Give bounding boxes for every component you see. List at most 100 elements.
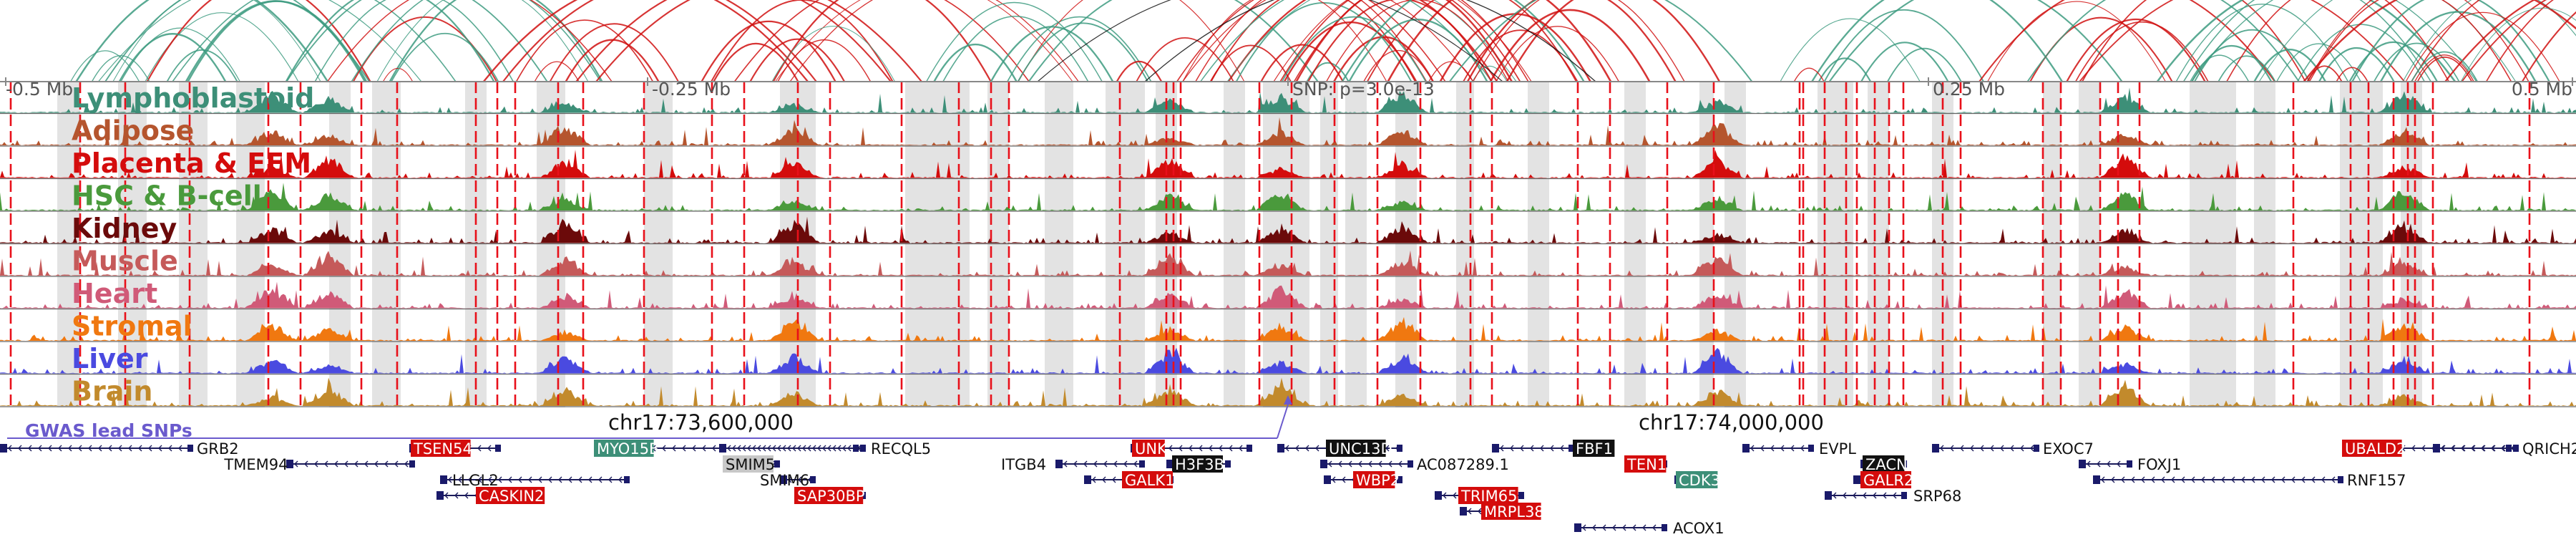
interaction-arc	[1260, 44, 1344, 82]
gene-label: AC087289.1	[1417, 456, 1509, 473]
interaction-arc	[789, 0, 1079, 82]
interaction-arc	[713, 42, 799, 82]
interaction-arc	[389, 0, 603, 82]
interaction-arc	[2318, 47, 2395, 82]
interaction-arc	[2066, 19, 2206, 82]
highlight-band	[57, 82, 80, 407]
interaction-arc	[382, 68, 414, 82]
highlight-band	[1345, 82, 1367, 407]
position-ruler: -0.5 Mb -0.25 Mb SNP: p=3.0e-13 0.25 Mb 0.5 …	[0, 77, 2576, 100]
signal-track	[0, 87, 2576, 115]
interaction-arc	[2297, 24, 2425, 82]
gene: GALK1	[1084, 471, 1174, 489]
signal-track	[0, 216, 2576, 245]
interaction-arc	[990, 26, 1114, 82]
gene: SRP68	[1825, 488, 1961, 505]
highlight-band	[1320, 82, 1338, 407]
interaction-arc	[1017, 22, 1148, 82]
interaction-arc	[749, 38, 846, 82]
gene-label: TSEN54	[413, 440, 472, 458]
interaction-arc	[772, 0, 992, 82]
interaction-arc	[2307, 0, 2529, 82]
interaction-arc	[2182, 0, 2431, 82]
interaction-arc	[1293, 0, 1529, 82]
interaction-arc	[1279, 0, 1521, 82]
interaction-arc	[1860, 42, 1949, 82]
highlight-band	[644, 82, 673, 407]
track-label: Lymphoblastoid	[72, 82, 314, 114]
interaction-arc	[1007, 16, 1152, 82]
interaction-arc	[2079, 0, 2405, 82]
interaction-arc	[391, 32, 499, 82]
interaction-arc	[2156, 0, 2457, 82]
signal-track	[0, 316, 2576, 342]
gene-label: QRICH2	[2522, 440, 2576, 458]
gene-label: SRP68	[1913, 488, 1961, 505]
interaction-arc	[166, 49, 238, 82]
gene: FBF1	[1492, 440, 1615, 458]
gene-label: MYO15B	[597, 440, 659, 458]
highlight-band	[1528, 82, 1549, 407]
highlight-band	[372, 82, 401, 407]
track-label: HSC & B-cell	[72, 180, 262, 212]
gene-annotation-track: GRB2 TSEN54 MYO15B RECQL5 UNK UNC13D FBF1 EVPL E…	[0, 440, 2576, 537]
interaction-arc	[1823, 9, 1984, 82]
gene-label: SAP30BP	[797, 488, 865, 505]
interaction-arc	[2082, 0, 2306, 82]
interaction-arc	[1793, 67, 1825, 82]
interaction-arc	[595, 0, 922, 82]
interaction-arc	[351, 0, 602, 82]
gene-label: FOXJ1	[2137, 456, 2181, 473]
signal-track	[0, 281, 2576, 310]
gene-label: UBALD2	[2345, 440, 2406, 458]
track-label: Muscle	[72, 246, 178, 277]
gene-label: CASKIN2	[479, 488, 544, 505]
interaction-arc	[2226, 0, 2449, 82]
signal-track	[0, 183, 2576, 212]
highlight-band	[1624, 82, 1646, 407]
ruler-label: 0.5 Mb	[2512, 79, 2572, 100]
gene-label: GRB2	[197, 440, 239, 458]
interaction-arc	[1818, 57, 1872, 82]
gene: RECQL5	[719, 440, 931, 458]
gene: AC087289.1	[1320, 456, 1509, 473]
interaction-arc	[1195, 0, 1428, 82]
gene-label: SMIM5	[726, 456, 775, 473]
interaction-arc	[926, 2, 1103, 82]
gene-label: TEN1	[1626, 456, 1667, 473]
interaction-arc	[172, 0, 457, 82]
interaction-arc	[575, 0, 892, 82]
interaction-arc	[2074, 21, 2209, 82]
chromatin-interaction-arcs	[70, 0, 2576, 82]
highlight-band	[2340, 82, 2383, 407]
track-label: Heart	[72, 278, 157, 309]
gene-label: RECQL5	[871, 440, 931, 458]
interaction-arc	[2373, 42, 2460, 82]
signal-track	[0, 347, 2576, 375]
gene-label: SMIM6	[760, 472, 809, 489]
gene: UNK	[1131, 440, 1252, 458]
interaction-arc	[733, 0, 1030, 82]
gene-label: GALK1	[1125, 472, 1174, 489]
interaction-arc	[1811, 0, 2063, 82]
interaction-arc	[1295, 0, 1513, 82]
interaction-arc	[1449, 0, 1753, 82]
ruler-label: -0.5 Mb	[6, 79, 73, 100]
interaction-arc	[933, 44, 1018, 82]
interaction-arc	[1489, 9, 1651, 82]
interaction-arc	[1037, 0, 1503, 82]
highlight-band	[1456, 82, 1474, 407]
highlight-band	[1263, 82, 1309, 407]
highlight-regions	[57, 82, 2422, 407]
interaction-arc	[98, 0, 422, 82]
interaction-arc	[771, 26, 896, 82]
gene: TEN1	[1624, 455, 1667, 473]
gene: SAP30BP	[794, 487, 866, 505]
interaction-arc	[701, 20, 836, 82]
track-label: Liver	[72, 343, 148, 374]
interaction-arc	[482, 0, 809, 82]
signal-tracks	[0, 87, 2576, 407]
interaction-arc	[1326, 0, 1509, 82]
